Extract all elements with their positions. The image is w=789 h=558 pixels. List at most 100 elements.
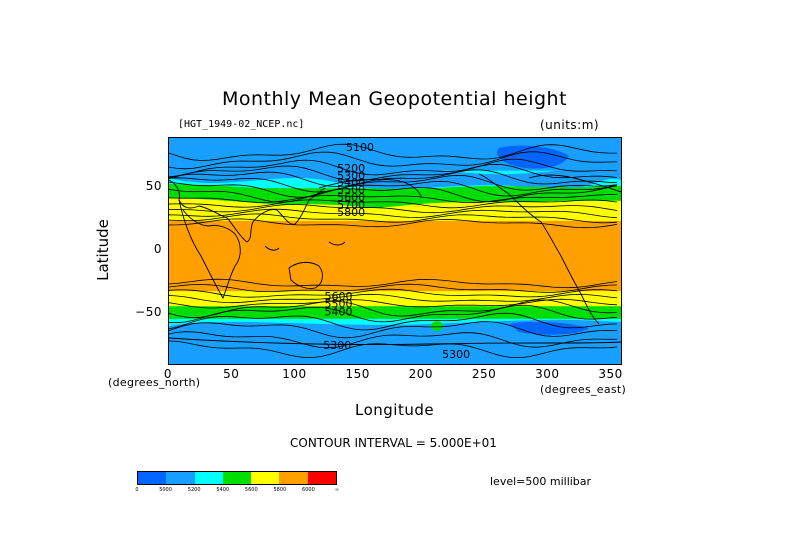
latitude-band [169,240,621,244]
contour-line [169,299,618,319]
contour-line [169,283,618,293]
contour-map: 5100520053005400550056005700580053005300… [169,138,621,364]
latitude-band [169,160,621,164]
latitude-band [169,243,621,247]
coastline [328,241,346,246]
latitude-band [169,253,621,257]
latitude-band [169,338,621,342]
latitude-band [169,291,621,295]
latitude-band [169,233,621,237]
colorbar [137,471,337,485]
y-tick-label: 0 [153,242,162,256]
contour-line [169,331,617,349]
colorbar-label: 5800 [273,487,287,493]
colorbar-segment [222,472,252,484]
latitude-band [169,268,621,272]
y-tick-label: −50 [135,304,162,319]
map-plot-area: 5100 5200 5300 5400 5500 5600 5700 5800 5300 5300… [168,137,622,365]
latitude-band [169,256,621,260]
contour-label: 5800 [337,206,365,219]
contour-label: 5700 [337,199,365,212]
latitude-band [169,298,621,302]
contour-line [169,213,618,224]
latitude-band [169,153,621,157]
colorbar-segment [279,472,308,484]
latitude-band [169,321,621,325]
contour-line [169,321,618,339]
latitude-band [169,245,621,249]
colorbar-segment [138,472,167,484]
coastline [478,173,600,325]
contour-label: 5500 [337,183,365,196]
contour-line [169,304,618,324]
latitude-band [169,145,621,149]
colorbar-label: 5200 [187,487,201,493]
latitude-band [169,348,621,352]
latitude-band [169,140,621,144]
y-tick-label: 50 [145,179,162,194]
latitude-band [169,266,621,270]
colorbar-label: 5600 [244,487,258,493]
x-axis-label: Longitude [355,401,435,419]
contour-label: 5300 [337,170,365,183]
contour-line [169,174,618,193]
contour-line [169,293,618,304]
units-label: (units:m) [540,118,600,132]
latitude-band [169,341,621,345]
contour-line [169,278,618,289]
colorbar-segment [251,472,280,484]
latitude-band [169,238,621,242]
latitude-band [169,261,621,265]
y-unit-label: (degrees_north) [108,376,201,389]
latitude-band [169,251,621,255]
latitude-band [169,336,621,340]
latitude-band [169,293,621,297]
latitude-band [169,353,621,357]
contour-line [169,204,618,214]
colorbar-segment [166,472,195,484]
contour-interval-label: CONTOUR INTERVAL = 5.000E+01 [290,436,497,450]
latitude-band [169,361,621,364]
contour-line [169,158,618,178]
x-tick-label: 200 [408,367,434,381]
latitude-band [169,223,621,227]
x-tick-label: 250 [471,367,497,381]
contour-label: 5600 [337,191,365,204]
latitude-band [169,235,621,239]
colorbar-label: ∞ [334,487,340,493]
latitude-band [169,248,621,252]
contour-line [169,199,618,209]
colorbar-labels: 0 5000 5200 5400 5600 5800 6000 ∞ [135,487,340,495]
chart-title: Monthly Mean Geopotential height [221,88,568,110]
contour-label: 5400 [337,176,365,189]
colorbar-label: 0 [135,487,139,493]
contour-label: 5400 [325,305,353,318]
latitude-band [169,215,621,219]
latitude-band [169,318,621,322]
x-tick-label: 150 [345,367,370,381]
latitude-band [169,155,621,159]
contour-line [169,312,618,331]
contour-line [169,298,618,309]
coastline [528,174,621,193]
colorbar-segment [194,472,223,484]
latitude-band [169,225,621,229]
contour-label: 5200 [337,162,365,175]
contour-label: 5300 [442,348,470,361]
x-unit-label: (degrees_east) [540,383,627,396]
contour-line [169,169,618,187]
latitude-band [169,351,621,355]
latitude-band [169,163,621,167]
latitude-band [169,258,621,262]
coastline [178,199,241,300]
latitude-band [169,143,621,147]
x-tick-label: 0 [163,367,173,381]
contour-label: 5500 [325,298,353,311]
latitude-band [169,356,621,360]
x-tick-label: 50 [223,367,240,381]
colorbar-label: 5000 [159,487,172,493]
latitude-band [169,150,621,154]
latitude-band [169,228,621,232]
contour-label: 5100 [346,141,374,154]
colorbar-label: 5400 [216,487,230,493]
